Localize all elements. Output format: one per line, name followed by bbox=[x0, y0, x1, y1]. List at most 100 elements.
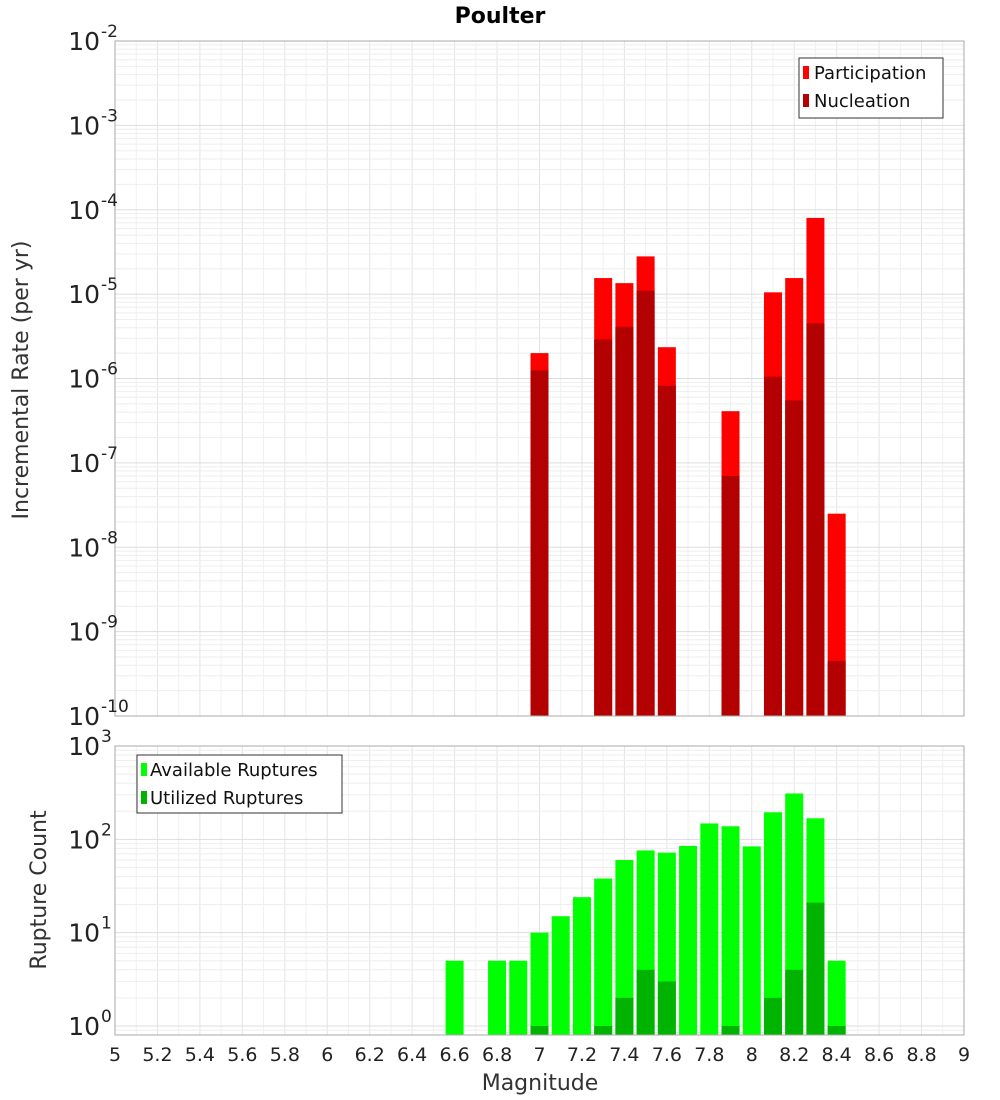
x-tick-label: 6.6 bbox=[439, 1044, 469, 1066]
y-tick-exponent: 2 bbox=[101, 820, 112, 840]
y-tick-exponent: 1 bbox=[101, 914, 112, 934]
x-tick-label: 5.4 bbox=[185, 1044, 215, 1066]
top-y-ticks: 10-210-310-410-510-610-710-810-910-10 bbox=[68, 22, 129, 731]
legend-nucleation-label: Nucleation bbox=[814, 91, 910, 112]
y-tick-label: 10 bbox=[68, 825, 100, 854]
y-tick-exponent: -2 bbox=[101, 22, 118, 42]
legend-participation-swatch bbox=[803, 66, 809, 79]
top-bars bbox=[530, 217, 846, 716]
y-tick-exponent: -9 bbox=[101, 613, 118, 633]
x-tick-label: 6.4 bbox=[397, 1044, 427, 1066]
y-tick-label: 10 bbox=[68, 27, 100, 56]
top-plot-frame bbox=[114, 40, 965, 717]
legend-available-swatch bbox=[141, 763, 147, 776]
rate-bar-nucleation bbox=[594, 339, 613, 716]
bottom-y-axis-label: Rupture Count bbox=[27, 810, 52, 970]
y-tick-exponent: 3 bbox=[101, 727, 112, 747]
y-tick-exponent: -3 bbox=[101, 106, 118, 126]
count-bar-utilized-ruptures bbox=[827, 1025, 846, 1035]
x-tick-label: 7.6 bbox=[652, 1044, 682, 1066]
x-tick-label: 7 bbox=[533, 1044, 545, 1066]
count-bar-available-ruptures bbox=[488, 960, 507, 1035]
count-bar-available-ruptures bbox=[530, 932, 549, 1035]
x-tick-label: 8 bbox=[746, 1044, 758, 1066]
count-bar-available-ruptures bbox=[594, 878, 613, 1035]
y-tick-label: 10 bbox=[68, 732, 100, 761]
rate-bar-nucleation bbox=[785, 400, 804, 716]
count-bar-available-ruptures bbox=[742, 846, 761, 1035]
legend-nucleation-swatch bbox=[803, 94, 809, 107]
count-bar-utilized-ruptures bbox=[530, 1025, 549, 1035]
x-tick-label: 6.8 bbox=[482, 1044, 512, 1066]
y-tick-exponent: -10 bbox=[101, 697, 129, 717]
y-tick-label: 10 bbox=[68, 919, 100, 948]
x-tick-label: 7.4 bbox=[609, 1044, 639, 1066]
x-tick-label: 8.6 bbox=[864, 1044, 894, 1066]
count-bar-available-ruptures bbox=[551, 916, 570, 1035]
x-tick-label: 8.8 bbox=[906, 1044, 936, 1066]
x-tick-label: 7.8 bbox=[694, 1044, 724, 1066]
bottom-bars bbox=[445, 793, 846, 1035]
x-tick-label: 7.2 bbox=[567, 1044, 597, 1066]
x-tick-label: 8.4 bbox=[822, 1044, 852, 1066]
y-tick-label: 10 bbox=[68, 618, 100, 647]
rate-bar-nucleation bbox=[530, 370, 549, 716]
y-tick-label: 10 bbox=[68, 449, 100, 478]
count-bar-utilized-ruptures bbox=[594, 1025, 613, 1035]
x-tick-label: 9 bbox=[958, 1044, 970, 1066]
chart-title: Poulter bbox=[455, 4, 546, 29]
count-bar-utilized-ruptures bbox=[657, 981, 676, 1035]
count-bar-utilized-ruptures bbox=[636, 969, 655, 1035]
count-bar-available-ruptures bbox=[679, 845, 698, 1035]
x-tick-label: 5.6 bbox=[227, 1044, 257, 1066]
x-tick-label: 8.2 bbox=[779, 1044, 809, 1066]
rate-bar-nucleation bbox=[636, 290, 655, 716]
count-bar-utilized-ruptures bbox=[763, 997, 782, 1035]
count-bar-available-ruptures bbox=[445, 960, 464, 1035]
y-tick-exponent: -5 bbox=[101, 275, 118, 295]
y-tick-label: 10 bbox=[68, 702, 100, 731]
x-axis-ticks: 5 5.2 5.4 5.6 5.8 6 6.2 6.4 6.6 6.8 7 7.2 7.4 7.6 7.8 8… bbox=[109, 1044, 970, 1066]
y-tick-label: 10 bbox=[68, 365, 100, 394]
count-bar-available-ruptures bbox=[721, 826, 740, 1035]
count-bar-utilized-ruptures bbox=[615, 997, 634, 1035]
legend-utilized-label: Utilized Ruptures bbox=[150, 788, 303, 809]
y-tick-label: 10 bbox=[68, 196, 100, 225]
rate-bar-nucleation bbox=[721, 475, 740, 716]
count-bar-available-ruptures bbox=[700, 823, 719, 1035]
y-tick-exponent: -7 bbox=[101, 444, 118, 464]
legend-participation-label: Participation bbox=[814, 63, 926, 84]
rate-bar-nucleation bbox=[827, 660, 846, 716]
count-bar-available-ruptures bbox=[827, 960, 846, 1035]
y-tick-exponent: -8 bbox=[101, 528, 118, 548]
x-tick-label: 6 bbox=[321, 1044, 333, 1066]
count-bar-utilized-ruptures bbox=[806, 902, 825, 1035]
count-bar-utilized-ruptures bbox=[721, 1025, 740, 1035]
y-tick-exponent: -4 bbox=[101, 191, 118, 211]
top-y-axis-label: Incremental Rate (per yr) bbox=[9, 241, 34, 520]
rate-bar-nucleation bbox=[657, 385, 676, 716]
x-tick-label: 5.8 bbox=[270, 1044, 300, 1066]
y-tick-label: 10 bbox=[68, 111, 100, 140]
top-legend: Participation Nucleation bbox=[798, 57, 944, 119]
x-tick-label: 5 bbox=[109, 1044, 121, 1066]
rate-bar-nucleation bbox=[615, 326, 634, 716]
y-tick-exponent: -6 bbox=[101, 360, 118, 380]
y-tick-exponent: 0 bbox=[101, 1007, 112, 1027]
x-axis-label: Magnitude bbox=[482, 1071, 599, 1096]
count-bar-available-ruptures bbox=[572, 897, 591, 1035]
rate-bar-nucleation bbox=[763, 376, 782, 716]
y-tick-label: 10 bbox=[68, 533, 100, 562]
count-bar-available-ruptures bbox=[615, 860, 634, 1035]
legend-utilized-swatch bbox=[141, 791, 147, 804]
count-bar-available-ruptures bbox=[763, 812, 782, 1035]
x-tick-label: 6.2 bbox=[355, 1044, 385, 1066]
bottom-plot-frame bbox=[114, 745, 965, 1036]
legend-available-label: Available Ruptures bbox=[150, 760, 318, 781]
count-bar-utilized-ruptures bbox=[785, 969, 804, 1035]
bottom-legend: Available Ruptures Utilized Ruptures bbox=[136, 754, 343, 814]
y-tick-label: 10 bbox=[68, 1012, 100, 1041]
x-tick-label: 5.2 bbox=[142, 1044, 172, 1066]
